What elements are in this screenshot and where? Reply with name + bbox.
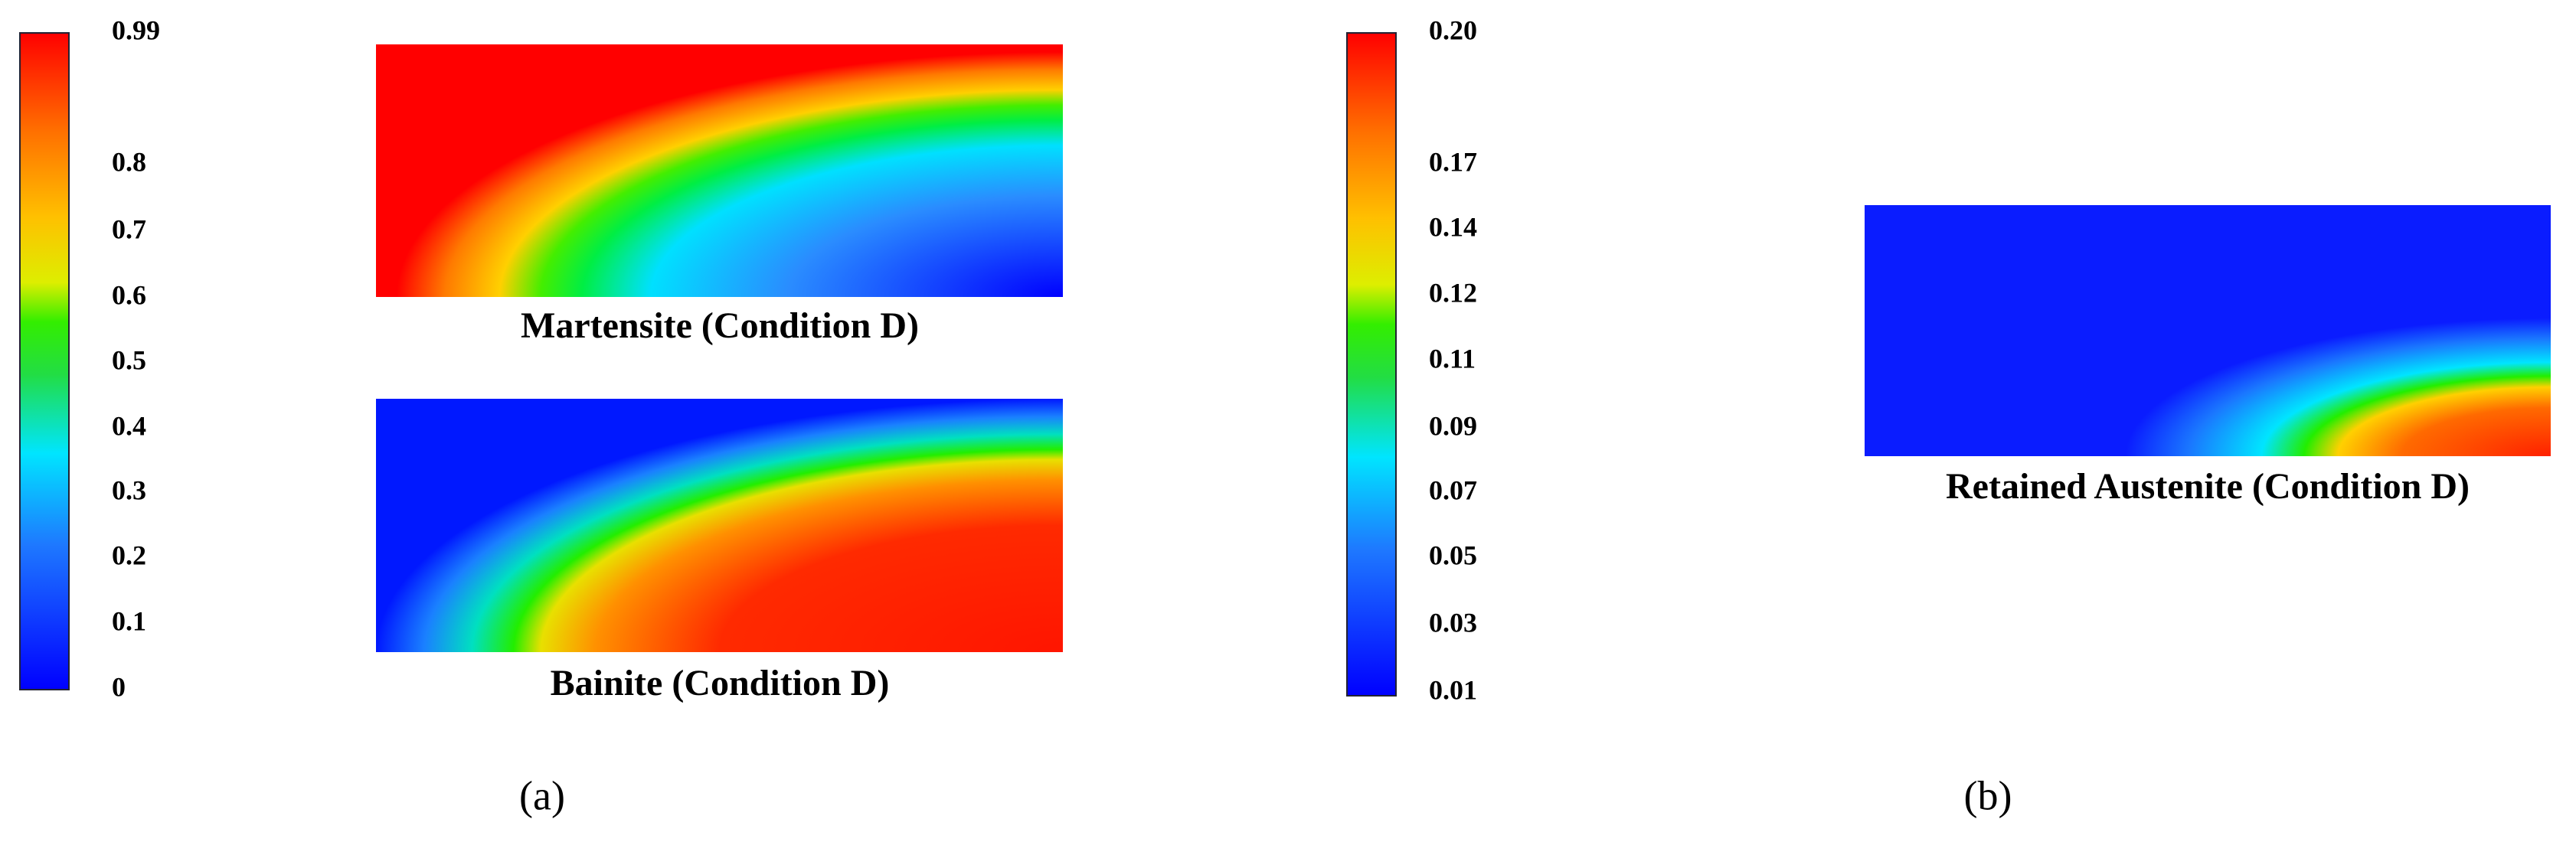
colorbar-tick-label: 0.5 (112, 344, 146, 375)
colorbar-tick-label: 0.99 (112, 15, 160, 45)
colorbar-tick-label: 0.12 (1429, 277, 1477, 308)
colorbar-tick-label: 0.6 (112, 279, 146, 310)
colorbar-tick-label: 0.05 (1429, 540, 1477, 570)
colorbar-tick-label: 0.20 (1429, 15, 1477, 45)
colorbar-tick-label: 0.09 (1429, 410, 1477, 441)
colorbar-tick-label: 0.11 (1429, 343, 1476, 374)
colorbar-tick-label: 0.3 (112, 475, 146, 505)
colorbar-tick-label: 0.7 (112, 214, 146, 244)
colorbar-tick-label: 0.2 (112, 540, 146, 570)
colorbar-tick-label: 0 (112, 671, 126, 702)
colorbar-tick-label: 0.8 (112, 146, 146, 177)
colorbar (1346, 32, 1397, 697)
colorbar-tick-label: 0.01 (1429, 674, 1477, 705)
plot-caption: Martensite (Condition D) (521, 305, 919, 346)
colorbar (19, 32, 70, 690)
colorbar-tick-label: 0.1 (112, 605, 146, 636)
bainite-map (376, 399, 1063, 652)
plot-caption: Bainite (Condition D) (551, 663, 890, 703)
colorbar-tick-label: 0.17 (1429, 146, 1477, 177)
colorbar-tick-label: 0.4 (112, 410, 146, 441)
panel-label: (a) (519, 772, 565, 818)
colorbar-tick-label: 0.14 (1429, 211, 1477, 242)
colorbar-tick-label: 0.03 (1429, 607, 1477, 638)
panel-label: (b) (1964, 772, 2012, 818)
colorbar-tick-label: 0.07 (1429, 475, 1477, 505)
austenite-map (1865, 205, 2551, 456)
plot-caption: Retained Austenite (Condition D) (1946, 466, 2470, 507)
martensite-map (376, 44, 1063, 297)
